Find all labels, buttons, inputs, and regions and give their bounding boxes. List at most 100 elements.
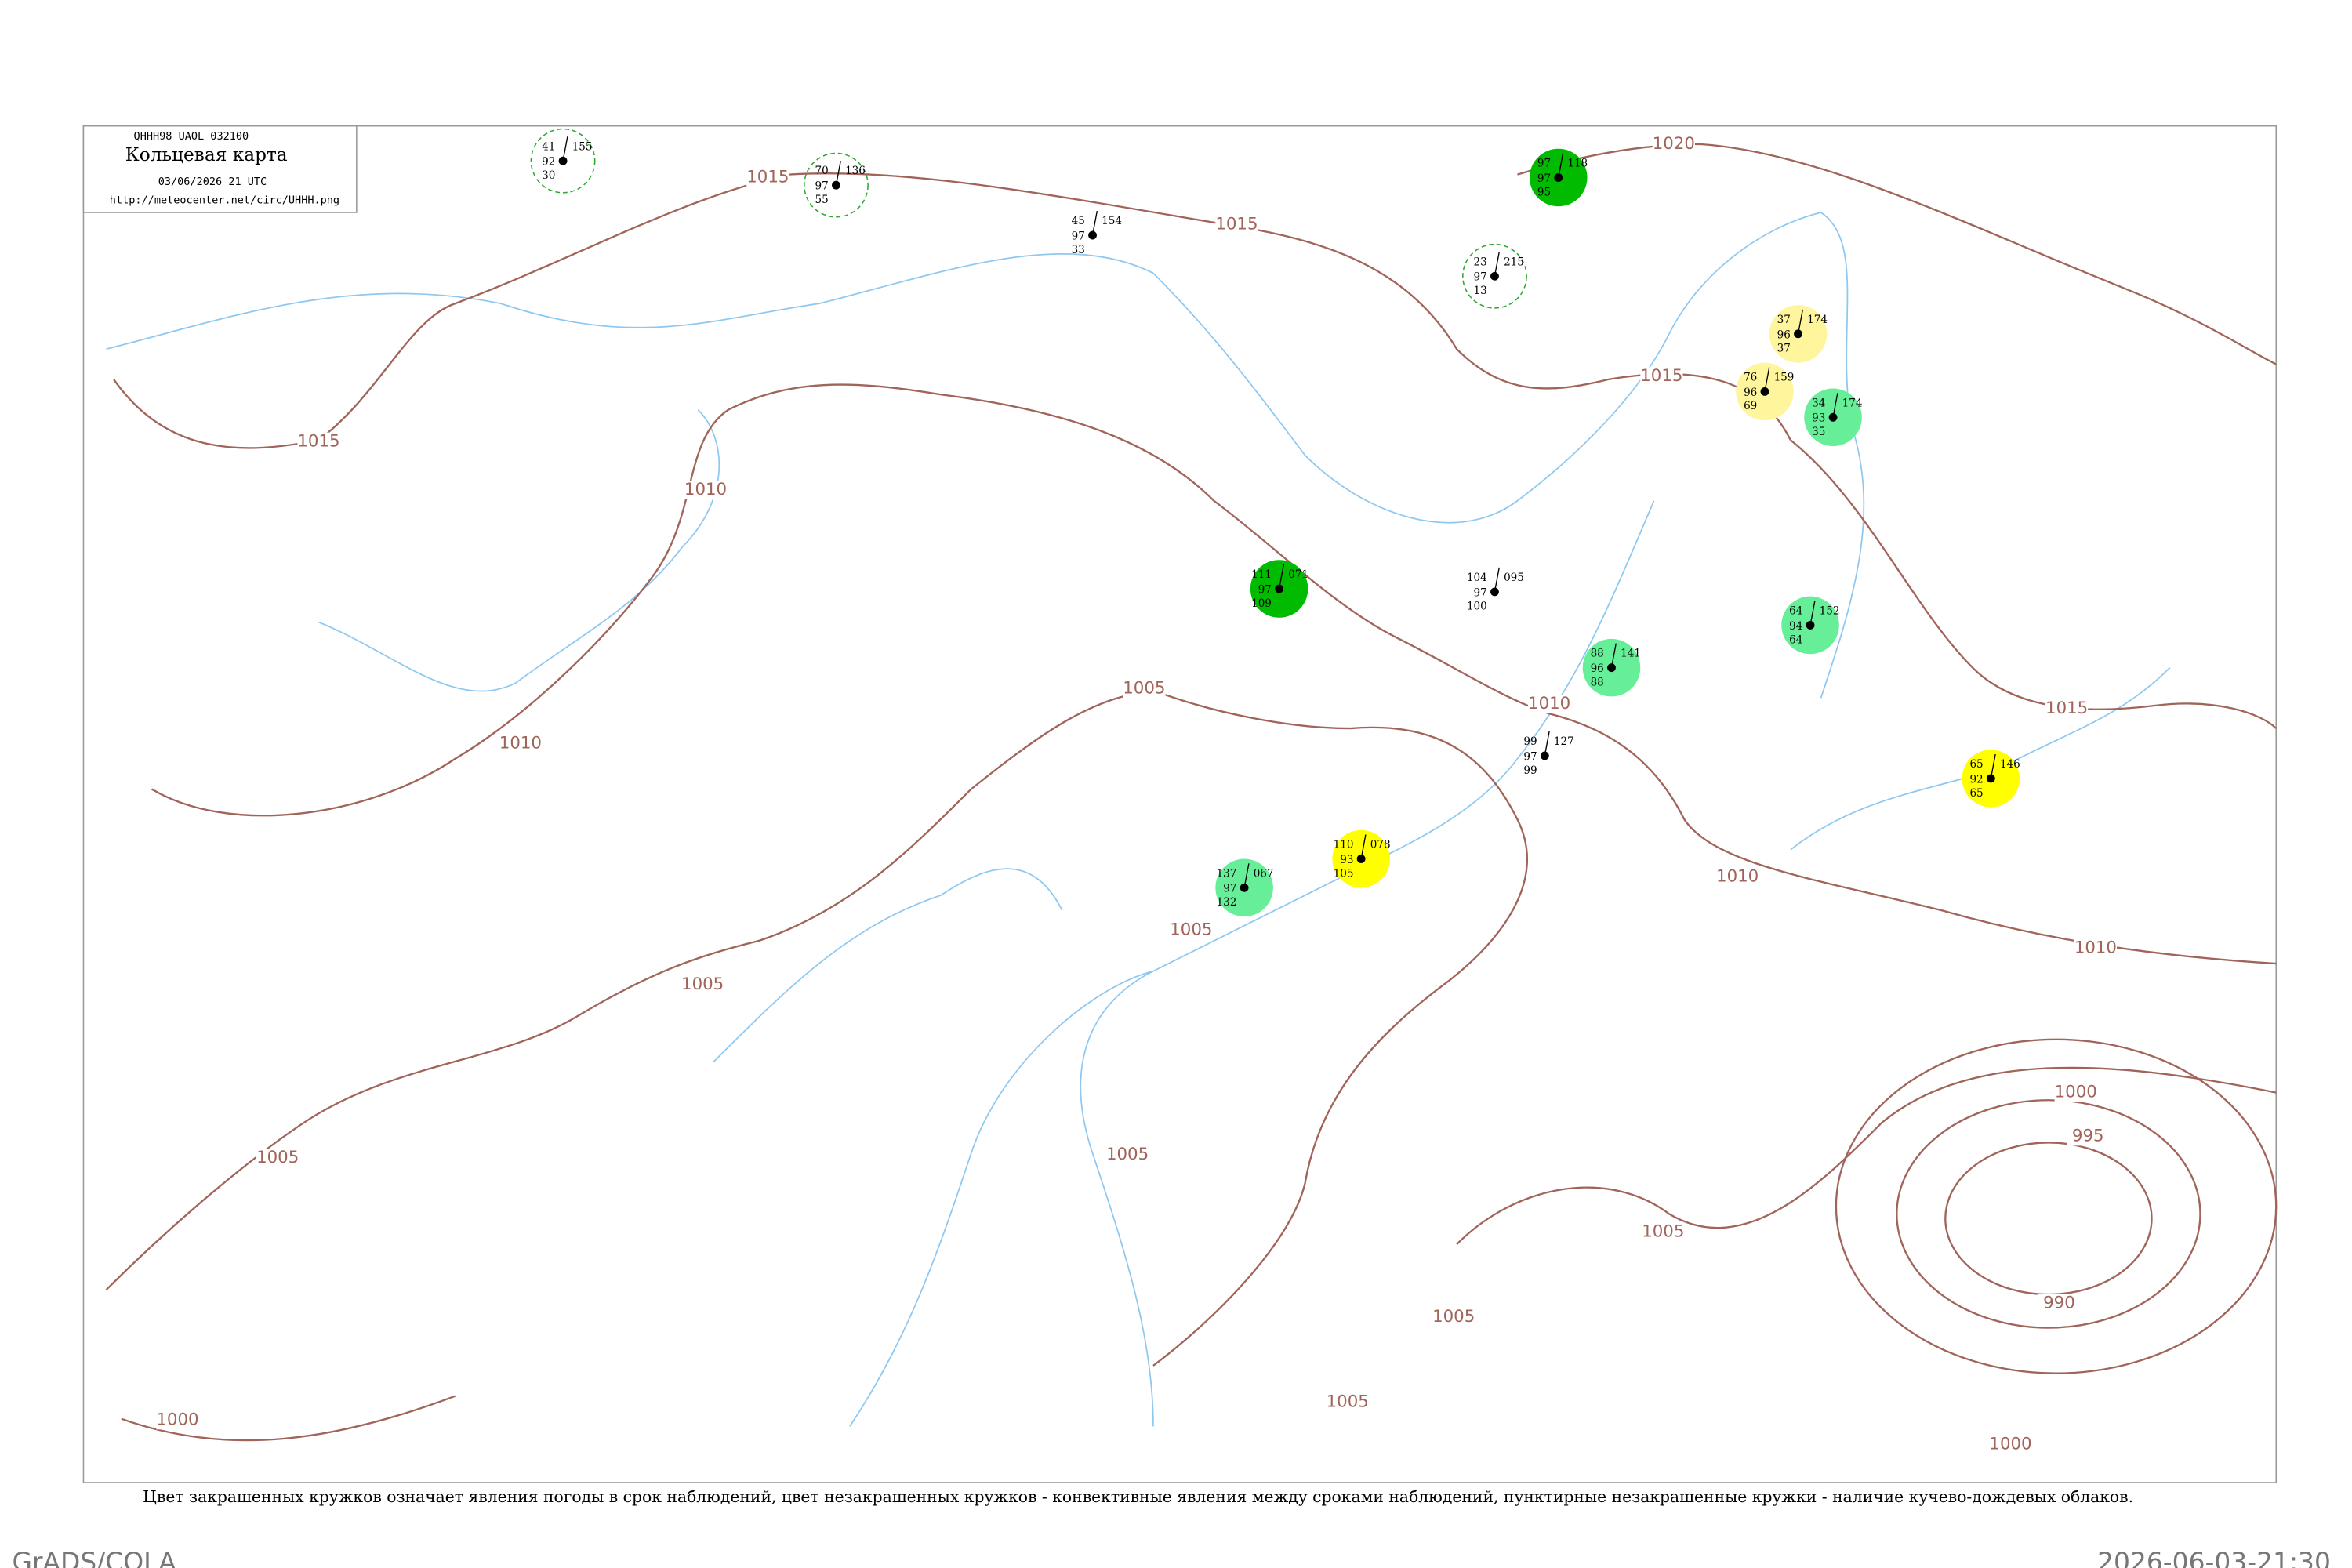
station-vis: 97 [815,180,829,193]
footer-left: GrADS/COLA [12,1546,176,1568]
station-temp: 104 [1467,572,1487,584]
station-pressure: 174 [1807,314,1828,326]
isobar-label: 1015 [2045,699,2088,718]
station-temp: 99 [1523,735,1537,748]
station-vis: 92 [1969,773,1983,786]
station-pressure: 152 [1820,605,1840,618]
isobar-label-bg [1642,1223,1685,1242]
station-pressure: 127 [1554,735,1574,748]
station-dew: 13 [1474,285,1487,297]
station-vis: 93 [1340,854,1353,866]
station-pressure: 118 [1567,158,1588,170]
station-dew: 100 [1467,601,1487,613]
station-dew: 55 [815,194,829,206]
wind-barb [1544,731,1550,757]
isobar-label: 995 [2072,1127,2104,1146]
station-dew: 35 [1812,426,1825,438]
isobar-label: 1020 [1653,134,1695,154]
isobar-label-bg [2038,1294,2081,1313]
station-vis: 97 [1258,583,1272,596]
station-temp: 110 [1334,839,1354,851]
station-dot [1490,587,1499,597]
station-dew: 37 [1777,343,1791,355]
isobar-label: 1005 [681,975,724,994]
isobar-label-bg [1652,135,1695,154]
station-dot [1275,584,1284,593]
isobar-label: 1010 [1716,867,1759,887]
station-dew: 30 [542,169,555,182]
isobar-label-bg [746,168,789,187]
isobar-label: 1010 [2074,938,2117,958]
station-dew: 69 [1744,400,1757,412]
caption: Цвет закрашенных кружков означает явлени… [143,1487,2133,1506]
station-ring [1462,243,1527,309]
station-pressure: 174 [1842,397,1863,409]
isobar-label: 1000 [156,1410,198,1430]
isobar-label-bg [1105,1145,1149,1164]
isobar-label-bg [2074,939,2117,958]
station-pressure: 159 [1774,371,1795,383]
isobar-label-bg [1432,1308,1475,1327]
isobar-label-bg [1716,868,1759,887]
station-dot [1540,751,1549,760]
station-pressure: 154 [1102,215,1122,227]
station-ring [804,152,869,218]
isobar-label: 1010 [684,480,727,499]
station-dew: 88 [1591,677,1604,689]
wind-barb [1494,567,1500,592]
station-vis: 97 [1223,883,1236,895]
map-frame [82,125,2277,1483]
station-ring [530,128,596,194]
station-dew: 33 [1072,244,1085,256]
isobar-label: 1010 [499,733,542,753]
isobar-label: 1015 [1640,366,1682,386]
isobar-label-bg [2045,699,2089,718]
isobar-labels: 1020 1015 1015 1015 1015 1015 1010 1010 1010 1010… [156,134,2117,1454]
isobar-label-bg [1528,695,1571,713]
station-pressure: 071 [1288,568,1308,581]
isobar-label-bg [1989,1436,2032,1454]
station-temp: 34 [1812,397,1825,409]
wind-barb [835,161,841,186]
wind-barb [1809,601,1816,626]
station-pressure: 067 [1254,867,1274,880]
isobar-label: 1005 [1642,1222,1684,1242]
isobar-label: 1005 [1327,1392,1369,1411]
station-vis: 92 [542,156,555,169]
station-dew: 109 [1251,597,1272,610]
station-temp: 137 [1217,867,1237,880]
isobars [105,143,2278,1442]
station-dew: 132 [1217,896,1237,909]
station-dew: 95 [1537,186,1551,198]
isobar-label: 1005 [256,1148,299,1167]
wind-barb [1360,834,1367,859]
wind-barb [1832,393,1838,418]
isobar-label-bg [256,1149,299,1167]
isobar-label: 1010 [1528,694,1570,713]
station-pressure: 215 [1504,256,1524,268]
station-pressure: 141 [1621,648,1641,660]
isobar-label-bg [1326,1392,1369,1412]
isobar-label: 1005 [1106,1145,1149,1164]
station-dot [1794,329,1802,339]
isobar-label: 1015 [746,167,789,187]
station-vis: 96 [1591,662,1604,675]
station-vis: 96 [1744,387,1757,399]
isobar-label-bg [2054,1083,2097,1102]
isobar-label: 1015 [1215,214,1258,234]
isobar-label: 1005 [1123,679,1165,699]
isobar-label-bg [1215,215,1258,234]
station-vis: 96 [1777,328,1791,341]
header-url: http://meteocenter.net/circ/UHHH.png [110,194,339,206]
isobar-label: 1005 [1432,1307,1475,1327]
isobar-label-bg [684,481,728,499]
